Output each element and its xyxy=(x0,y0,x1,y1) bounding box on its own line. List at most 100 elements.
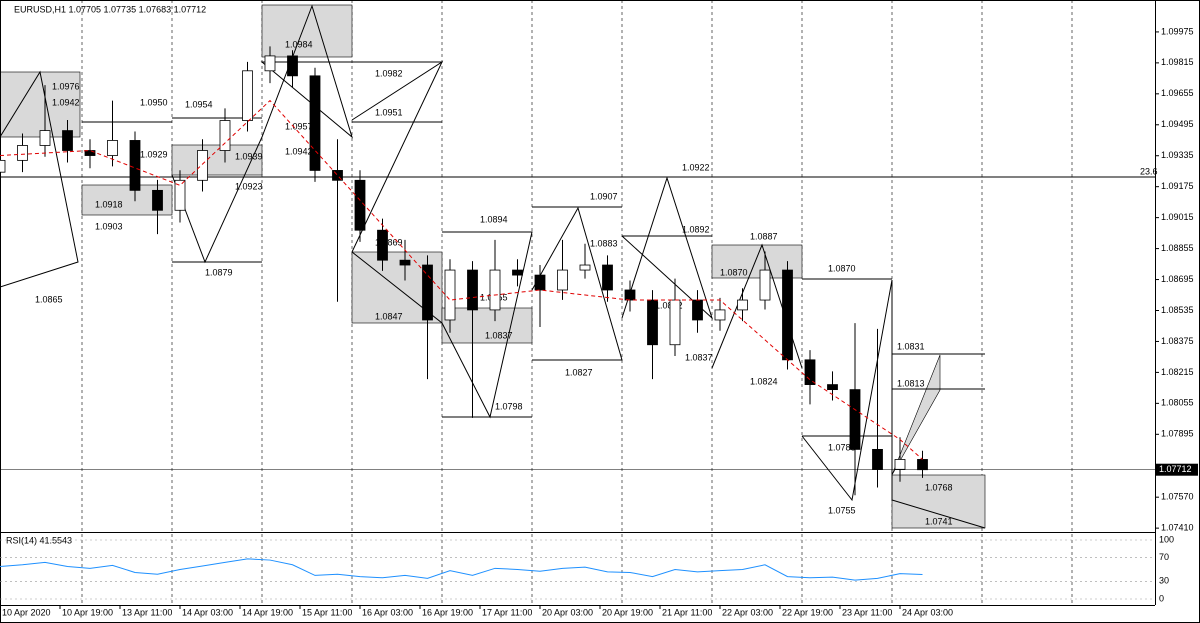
annotation: 1.0852 xyxy=(655,300,683,310)
annotation: 1.0813 xyxy=(897,378,925,388)
annotation: 1.0923 xyxy=(235,181,263,191)
candle-body xyxy=(692,299,703,321)
y-tick-label: 1.08375 xyxy=(1161,336,1194,346)
annotation: 1.0870 xyxy=(720,267,748,277)
candle-body xyxy=(84,150,96,156)
y-tick-label: 1.07570 xyxy=(1161,492,1194,502)
annotation: 1.0869 xyxy=(375,237,403,247)
annotation: 1.0892 xyxy=(682,224,710,234)
zigzag xyxy=(351,60,444,253)
candle-body xyxy=(489,269,501,311)
annotation: 1.0922 xyxy=(682,162,710,172)
annotation: 1.0887 xyxy=(750,231,778,241)
annotation: 1.0918 xyxy=(95,199,123,209)
rsi-tick-label: 30 xyxy=(1159,576,1169,586)
chart-title: EURUSD,H1 1.07705 1.07735 1.07683 1.0771… xyxy=(14,4,206,14)
annotation: 1.0984 xyxy=(285,39,313,49)
annotation: 1.0982 xyxy=(375,68,403,78)
candle-body xyxy=(782,269,793,361)
x-tick-label: 20 Apr 03:00 xyxy=(542,607,593,617)
candle-body xyxy=(39,130,51,146)
annotation: 1.0942 xyxy=(285,146,313,156)
annotation: 23.6 xyxy=(1140,166,1158,176)
zigzag xyxy=(0,70,79,288)
candle-body xyxy=(894,459,906,470)
candle-body xyxy=(759,269,771,301)
box xyxy=(261,4,353,58)
candle-body xyxy=(354,179,366,231)
y-tick-label: 1.09495 xyxy=(1161,119,1194,129)
annotation: 1.0798 xyxy=(495,401,523,411)
candle-body xyxy=(737,299,748,311)
rsi-title: RSI(14) 41.5543 xyxy=(6,535,72,545)
candle-body xyxy=(804,359,816,385)
y-tick-label: 1.08535 xyxy=(1161,305,1194,315)
x-tick-label: 23 Apr 11:00 xyxy=(842,607,892,617)
annotation: 1.0865 xyxy=(35,294,63,304)
annotation: 1.0870 xyxy=(828,263,856,273)
candle-body xyxy=(647,299,658,346)
candle-body xyxy=(377,229,388,261)
candle-body xyxy=(174,179,186,211)
candle-body xyxy=(219,120,231,151)
candle-body xyxy=(714,309,726,321)
candle-body xyxy=(264,55,276,72)
candle-body xyxy=(17,145,28,161)
rsi-tick-label: 70 xyxy=(1159,552,1169,562)
y-tick-label: 1.09655 xyxy=(1161,88,1194,98)
candle-body xyxy=(107,140,118,156)
candle-body xyxy=(242,70,253,121)
annotation: 1.0847 xyxy=(375,311,403,321)
annotation: 1.0827 xyxy=(565,367,593,377)
triangle xyxy=(891,354,941,476)
x-tick-label: 15 Apr 11:00 xyxy=(302,607,352,617)
y-tick-label: 1.08215 xyxy=(1161,367,1194,377)
candle-body xyxy=(624,289,636,301)
candle-body xyxy=(534,274,546,291)
zigzag xyxy=(801,279,986,529)
candle-body xyxy=(129,140,141,191)
x-tick-label: 16 Apr 19:00 xyxy=(422,607,473,617)
moving-average xyxy=(0,99,923,460)
y-tick-label: 1.09335 xyxy=(1161,150,1194,160)
candle-body xyxy=(422,264,433,321)
annotation: 1.0954 xyxy=(185,99,213,109)
y-tick-label: 1.09175 xyxy=(1161,181,1194,191)
annotation: 1.0929 xyxy=(140,149,168,159)
candle-body xyxy=(872,448,883,470)
annotation: 1.0950 xyxy=(140,97,168,107)
current-price-label: 1.07712 xyxy=(1159,464,1192,474)
annotation: 1.0879 xyxy=(205,267,233,277)
annotation: 1.0824 xyxy=(750,376,778,386)
candle-body xyxy=(399,259,411,266)
candle-body xyxy=(287,55,298,77)
x-tick-label: 20 Apr 19:00 xyxy=(602,607,653,617)
annotation: 1.0837 xyxy=(485,330,513,340)
y-tick-label: 1.09815 xyxy=(1161,57,1194,67)
current-price-box xyxy=(1156,463,1198,476)
annotation: 1.0883 xyxy=(590,238,618,248)
candle-body xyxy=(579,264,591,271)
x-tick-label: 10 Apr 19:00 xyxy=(62,607,113,617)
x-tick-label: 22 Apr 19:00 xyxy=(782,607,833,617)
x-tick-label: 14 Apr 03:00 xyxy=(182,607,233,617)
zigzag xyxy=(531,206,623,361)
candle-body xyxy=(0,159,6,173)
annotation: 1.0976 xyxy=(52,81,80,91)
zigzag xyxy=(621,176,714,320)
rsi-tick-label: 0 xyxy=(1159,593,1164,603)
x-tick-label: 13 Apr 11:00 xyxy=(122,607,172,617)
y-tick-label: 1.09015 xyxy=(1161,212,1194,222)
y-tick-label: 1.08855 xyxy=(1161,243,1194,253)
annotation: 1.0942 xyxy=(52,97,80,107)
y-tick-label: 1.08055 xyxy=(1161,398,1194,408)
box xyxy=(441,307,533,344)
y-tick-label: 1.08695 xyxy=(1161,274,1194,284)
candle-body xyxy=(827,384,838,391)
annotation: 1.0907 xyxy=(590,191,618,201)
rsi-tick-label: 100 xyxy=(1159,534,1174,544)
candle-body xyxy=(444,269,456,321)
